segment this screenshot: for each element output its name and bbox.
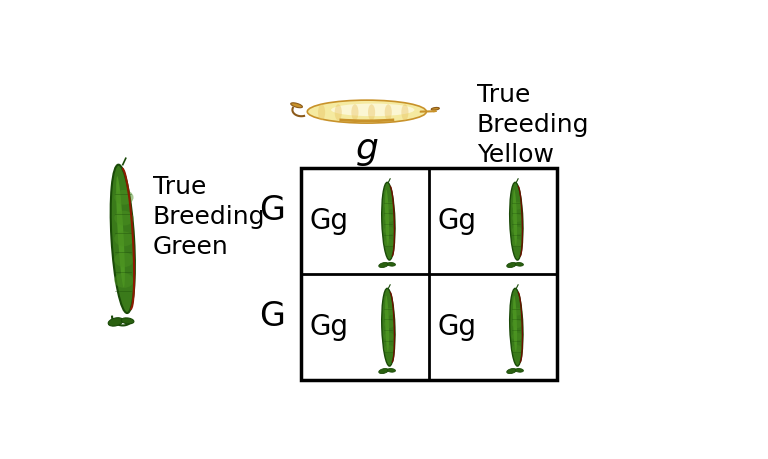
Ellipse shape (331, 104, 415, 116)
Ellipse shape (114, 190, 134, 205)
Ellipse shape (507, 263, 516, 268)
Text: g: g (356, 132, 379, 166)
Ellipse shape (108, 318, 123, 326)
Ellipse shape (116, 176, 125, 287)
Ellipse shape (431, 107, 439, 110)
Ellipse shape (385, 104, 392, 120)
Ellipse shape (114, 231, 134, 246)
Ellipse shape (510, 288, 523, 366)
Ellipse shape (511, 308, 522, 315)
Ellipse shape (513, 296, 517, 352)
Ellipse shape (515, 369, 524, 372)
Ellipse shape (384, 202, 394, 209)
Ellipse shape (335, 104, 342, 120)
Ellipse shape (513, 190, 517, 246)
Ellipse shape (307, 100, 426, 123)
Ellipse shape (318, 104, 325, 120)
Ellipse shape (511, 214, 522, 222)
Bar (301, 168, 558, 380)
Ellipse shape (384, 333, 394, 341)
Ellipse shape (382, 288, 395, 366)
Ellipse shape (510, 182, 523, 260)
Ellipse shape (121, 318, 134, 324)
Ellipse shape (385, 190, 389, 246)
Ellipse shape (384, 320, 394, 328)
Ellipse shape (511, 239, 522, 247)
Text: Gg: Gg (438, 207, 477, 235)
Ellipse shape (291, 103, 303, 108)
Ellipse shape (384, 239, 394, 247)
Ellipse shape (114, 252, 134, 267)
Ellipse shape (114, 273, 134, 288)
Ellipse shape (511, 345, 522, 353)
Ellipse shape (351, 104, 359, 120)
FancyArrow shape (420, 111, 436, 112)
Ellipse shape (382, 182, 395, 260)
Text: True
Breeding
Yellow: True Breeding Yellow (477, 84, 589, 167)
Ellipse shape (385, 296, 389, 352)
Ellipse shape (402, 104, 409, 120)
Ellipse shape (384, 345, 394, 353)
Ellipse shape (511, 227, 522, 235)
Ellipse shape (111, 165, 135, 313)
Text: Gg: Gg (310, 207, 349, 235)
Ellipse shape (379, 369, 389, 374)
Ellipse shape (379, 263, 389, 268)
Ellipse shape (511, 202, 522, 209)
Ellipse shape (387, 263, 396, 266)
Text: True
Breeding
Green: True Breeding Green (153, 175, 265, 258)
Ellipse shape (384, 227, 394, 235)
Text: Gg: Gg (310, 313, 349, 341)
Ellipse shape (387, 369, 396, 372)
Text: G: G (259, 194, 284, 227)
Ellipse shape (368, 104, 375, 120)
Text: Gg: Gg (438, 313, 477, 341)
Ellipse shape (507, 369, 516, 374)
Ellipse shape (515, 263, 524, 266)
Ellipse shape (511, 333, 522, 341)
Ellipse shape (511, 320, 522, 328)
Ellipse shape (114, 211, 134, 225)
Ellipse shape (384, 214, 394, 222)
Text: G: G (259, 300, 284, 333)
Ellipse shape (384, 308, 394, 315)
